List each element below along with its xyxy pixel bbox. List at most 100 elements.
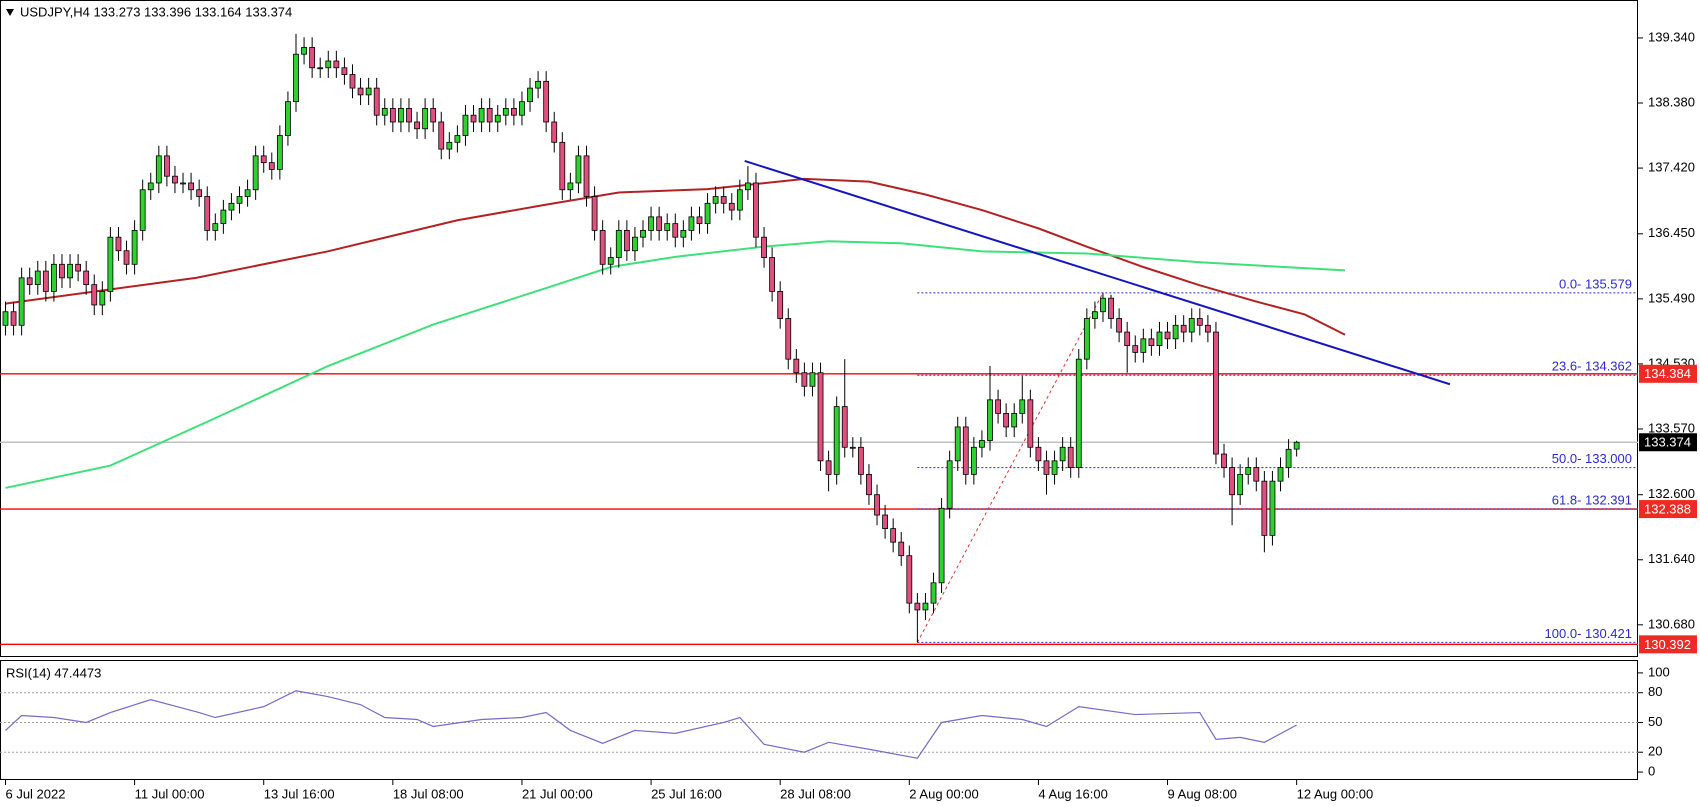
candle-body bbox=[228, 202, 235, 211]
candle-body bbox=[1229, 467, 1235, 496]
candle-body bbox=[260, 155, 267, 164]
candle-body bbox=[1293, 441, 1300, 450]
candle-body bbox=[462, 114, 469, 136]
candle-body bbox=[825, 460, 832, 475]
candle-body bbox=[857, 446, 864, 475]
candle-body bbox=[365, 87, 372, 96]
rsi-tick-label: 0 bbox=[1648, 764, 1655, 779]
candle-body bbox=[309, 47, 316, 69]
candle-body bbox=[519, 101, 525, 116]
candle-body bbox=[535, 80, 541, 89]
price-tag-label: 132.388 bbox=[1644, 502, 1691, 517]
candle-body bbox=[131, 230, 138, 265]
candle-body bbox=[188, 182, 194, 191]
candle-body bbox=[406, 108, 412, 123]
candle-body bbox=[91, 284, 98, 306]
candle-body bbox=[607, 257, 614, 265]
candle-body bbox=[18, 277, 25, 326]
candle-body bbox=[1180, 324, 1187, 333]
candle-body bbox=[1221, 453, 1227, 469]
candle-body bbox=[268, 162, 275, 170]
candle-body bbox=[583, 155, 590, 197]
candle-body bbox=[502, 108, 509, 116]
candle-body bbox=[543, 80, 550, 123]
candle-body bbox=[1148, 338, 1155, 347]
axes: 139.340138.380137.420136.450135.490134.5… bbox=[4, 29, 1697, 801]
candle-body bbox=[736, 189, 743, 211]
price-tag bbox=[1639, 433, 1697, 452]
fib-level-label: 50.0- 133.000 bbox=[1552, 451, 1632, 466]
y-tick-label: 131.640 bbox=[1648, 551, 1695, 566]
candle-body bbox=[510, 108, 517, 116]
candle-body bbox=[59, 263, 65, 279]
candle-body bbox=[389, 108, 396, 123]
candle-body bbox=[196, 189, 203, 197]
candle-body bbox=[1075, 358, 1082, 469]
candle-body bbox=[1124, 331, 1131, 347]
candle-body bbox=[244, 189, 251, 197]
candle-body bbox=[970, 446, 977, 475]
y-tick-label: 138.380 bbox=[1648, 94, 1695, 109]
candle-body bbox=[1204, 324, 1211, 333]
candle-body bbox=[478, 108, 485, 123]
candle-body bbox=[720, 196, 727, 204]
chart-title: USDJPY,H4 133.273 133.396 133.164 133.37… bbox=[20, 4, 292, 19]
candle-body bbox=[833, 406, 840, 475]
candle-body bbox=[1132, 345, 1139, 353]
candle-body bbox=[623, 230, 630, 252]
price-tag-label: 130.392 bbox=[1644, 637, 1691, 652]
candle-body bbox=[688, 216, 695, 231]
candle-body bbox=[785, 318, 792, 360]
candle-body bbox=[414, 121, 420, 130]
candle-body bbox=[438, 121, 445, 150]
candle-body bbox=[648, 216, 654, 231]
candle-body bbox=[1245, 467, 1252, 475]
rsi-tick-label: 50 bbox=[1648, 714, 1662, 729]
candle-body bbox=[422, 108, 429, 130]
candle-body bbox=[252, 155, 259, 191]
candle-body bbox=[1261, 480, 1268, 536]
candle-body bbox=[615, 230, 622, 258]
candle-body bbox=[147, 182, 154, 191]
candle-body bbox=[922, 602, 929, 611]
candle-body bbox=[430, 108, 437, 123]
candle-body bbox=[454, 135, 461, 143]
candle-body bbox=[381, 108, 388, 116]
candle-body bbox=[664, 223, 671, 231]
candle-body bbox=[139, 189, 146, 231]
candle-body bbox=[656, 216, 663, 231]
candle-body bbox=[317, 67, 324, 70]
candle-body bbox=[276, 135, 283, 170]
candle-body bbox=[930, 582, 937, 604]
candle-body bbox=[486, 108, 493, 123]
candles bbox=[2, 33, 1300, 643]
candle-body bbox=[849, 446, 856, 449]
x-tick-label: 25 Jul 16:00 bbox=[651, 786, 722, 801]
rsi-panel-frame bbox=[0, 660, 1638, 780]
candle-body bbox=[1051, 460, 1058, 475]
moving-average bbox=[5, 177, 1346, 336]
candle-body bbox=[446, 141, 453, 150]
candle-body bbox=[10, 311, 17, 326]
candle-body bbox=[987, 399, 993, 441]
candle-body bbox=[559, 141, 566, 191]
price-tag bbox=[1639, 635, 1697, 654]
candle-body bbox=[979, 440, 985, 448]
candle-body bbox=[1108, 297, 1114, 319]
x-tick-label: 28 Jul 08:00 bbox=[780, 786, 851, 801]
candle-body bbox=[67, 263, 73, 279]
candle-body bbox=[962, 426, 969, 475]
rsi-tick-label: 80 bbox=[1648, 684, 1662, 699]
candle-body bbox=[567, 182, 574, 191]
y-tick-label: 139.340 bbox=[1648, 29, 1695, 44]
candle-body bbox=[236, 196, 243, 204]
candle-body bbox=[761, 236, 767, 258]
x-tick-label: 9 Aug 08:00 bbox=[1168, 786, 1237, 801]
y-tick-label: 132.600 bbox=[1648, 486, 1695, 501]
candle-body bbox=[180, 182, 186, 185]
x-tick-label: 18 Jul 08:00 bbox=[393, 786, 464, 801]
candle-body bbox=[745, 182, 751, 191]
candle-body bbox=[753, 182, 759, 238]
trendline bbox=[744, 159, 1451, 386]
